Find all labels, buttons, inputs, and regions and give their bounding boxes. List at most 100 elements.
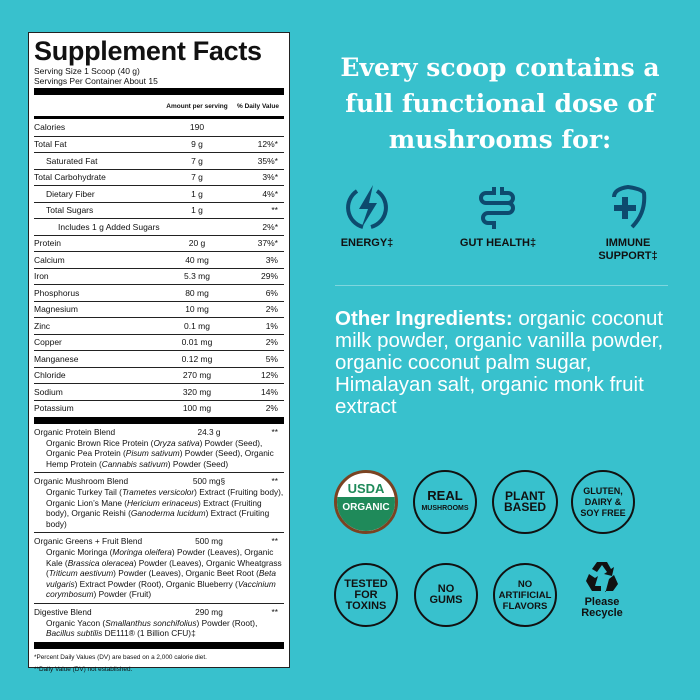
nutrient-name: Total Fat: [34, 139, 67, 150]
benefit-immune-support: IMMUNE SUPPORT‡: [573, 183, 683, 263]
benefit-gut-health: GUT HEALTH‡: [443, 183, 553, 250]
blend-name: Organic Protein Blend: [34, 427, 116, 437]
nutrient-name: Manganese: [34, 353, 79, 364]
nutrient-dv: 2%: [265, 403, 278, 414]
nutrient-name: Dietary Fiber: [46, 188, 95, 199]
column-headers: Amount per serving % Daily Value: [34, 97, 284, 119]
nutrient-dv: 4%*: [262, 188, 278, 199]
blend-detail: Organic Turkey Tail (Trametes versicolor…: [46, 486, 284, 529]
nutrient-row: Sodium 320 mg 14%: [34, 383, 284, 400]
nutrient-dv: 29%: [260, 271, 278, 282]
no-artificial-flavors-badge: NO ARTIFICIAL FLAVORS: [493, 563, 557, 627]
nutrient-name: Protein: [34, 238, 61, 249]
blend-detail: Organic Yacon (Smallanthus sonchifolius)…: [46, 617, 258, 639]
nutrient-dv: 14%: [260, 386, 278, 397]
divider-bar: [34, 88, 284, 95]
nutrient-name: Chloride: [34, 370, 66, 381]
nutrient-name: Iron: [34, 271, 49, 282]
blend-row: Organic Greens + Fruit Blend 500 mg ** Orga…: [34, 532, 284, 603]
nutrient-dv: 2%*: [262, 221, 278, 232]
serving-size: Serving Size 1 Scoop (40 g): [34, 66, 140, 76]
nutrient-name: Saturated Fat: [46, 155, 98, 166]
nutrient-dv: 1%: [265, 320, 278, 331]
nutrient-row: Calories 190: [34, 119, 284, 136]
nutrient-name: Calcium: [34, 254, 65, 265]
nutrient-row: Calcium 40 mg 3%: [34, 251, 284, 268]
nutrient-dv: 3%*: [262, 172, 278, 183]
nutrient-amount: 80 mg: [185, 287, 209, 298]
nutrient-dv: 5%: [265, 353, 278, 364]
shield-plus-icon: [612, 184, 647, 229]
nutrient-amount: 320 mg: [182, 386, 212, 397]
nutrient-row: Total Carbohydrate 7 g 3%*: [34, 168, 284, 186]
nutrient-dv: 12%: [260, 370, 278, 381]
recycle-text: Please Recycle: [581, 596, 623, 619]
amount-header: Amount per serving: [166, 103, 228, 110]
nutrient-row: Saturated Fat 7 g 35%*: [34, 152, 284, 169]
nutrient-name: Total Sugars: [46, 205, 94, 216]
nutrient-amount: 1 g: [191, 205, 203, 216]
real-mushrooms-badge: REAL MUSHROOMS: [413, 470, 477, 534]
benefit-label: ENERGY‡: [340, 237, 394, 249]
nutrient-row: Includes 1 g Added Sugars 2%*: [34, 218, 284, 235]
nutrient-amount: 7 g: [191, 155, 203, 166]
usda-organic-badge: USDA ORGANIC: [334, 470, 398, 534]
nutrient-name: Phosphorus: [34, 287, 80, 298]
usda-text: USDA: [347, 481, 385, 496]
nutrient-row: Chloride 270 mg 12%: [34, 366, 284, 384]
nutrient-amount: 0.12 mg: [181, 353, 213, 364]
nutrient-name: Potassium: [34, 403, 74, 414]
blend-row: Organic Protein Blend 24.3 g ** Organic Bro…: [34, 424, 284, 472]
nutrient-name: Zinc: [34, 320, 51, 331]
nutrient-row: Magnesium 10 mg 2%: [34, 300, 284, 318]
nutrient-amount: 0.1 mg: [184, 320, 210, 331]
nutrient-amount: 190: [189, 122, 205, 133]
blend-amount: 500 mg§: [192, 476, 226, 487]
nutrient-dv: 2%: [265, 304, 278, 315]
divider: [335, 285, 668, 286]
dv-header: % Daily Value: [237, 103, 279, 110]
other-ingredients: Other Ingredients: organic coconut milk …: [335, 308, 675, 418]
blend-amount: 290 mg: [195, 606, 223, 617]
divider-bar: [34, 641, 284, 649]
nutrient-name: Calories: [34, 122, 66, 133]
blend-name: Organic Greens + Fruit Blend: [34, 536, 143, 547]
nutrient-dv: 3%: [265, 254, 278, 265]
benefit-energy: ENERGY‡: [312, 183, 422, 250]
blend-amount: 24.3 g: [197, 427, 221, 437]
nutrient-name: Sodium: [34, 386, 63, 397]
nutrient-dv: 37%*: [257, 238, 278, 249]
nutrient-row: Copper 0.01 mg 2%: [34, 333, 284, 351]
nutrient-amount: 40 mg: [185, 254, 209, 265]
benefit-label: GUT HEALTH‡: [459, 237, 537, 249]
blend-row: Organic Mushroom Blend 500 mg§ ** Organic T…: [34, 472, 284, 532]
servings-per-container: Servings Per Container About 15: [34, 76, 158, 86]
badge-text: MUSHROOMS: [421, 505, 469, 512]
badge-text: REAL: [427, 488, 463, 503]
blend-dv: **: [271, 476, 278, 487]
nutrient-amount: 9 g: [191, 139, 203, 150]
headline: Every scoop contains a full functional d…: [340, 53, 660, 154]
organic-text: ORGANIC: [337, 497, 395, 531]
nutrient-amount: 100 mg: [182, 403, 212, 414]
nutrient-name: Copper: [34, 337, 62, 348]
label-title: Supplement Facts: [34, 36, 262, 66]
nutrient-amount: 0.01 mg: [181, 337, 213, 348]
nutrient-row: Dietary Fiber 1 g 4%*: [34, 185, 284, 202]
nutrient-amount: 10 mg: [185, 304, 209, 315]
blend-amount: 500 mg: [195, 536, 223, 547]
nutrient-dv: 6%: [265, 287, 278, 298]
nutrient-amount: 5.3 mg: [184, 271, 210, 282]
tested-for-toxins-badge: TESTED FOR TOXINS: [334, 563, 398, 627]
nutrient-row: Total Sugars 1 g **: [34, 201, 284, 219]
nutrient-row: Potassium 100 mg 2%: [34, 399, 284, 417]
footnote: *Percent Daily Values (DV) are based on …: [34, 653, 207, 661]
blend-detail: Organic Moringa (Moringa oleifera) Powde…: [46, 546, 282, 600]
ingredients-text: organic coconut milk powder, organic van…: [335, 307, 664, 418]
nutrient-dv: 2%: [265, 337, 278, 348]
nutrient-name: Includes 1 g Added Sugars: [58, 221, 160, 232]
lightning-icon: [346, 185, 388, 229]
nutrient-row: Iron 5.3 mg 29%: [34, 267, 284, 285]
blend-dv: **: [271, 427, 278, 437]
blend-detail: Organic Brown Rice Protein (Oryza sativa…: [46, 437, 274, 469]
